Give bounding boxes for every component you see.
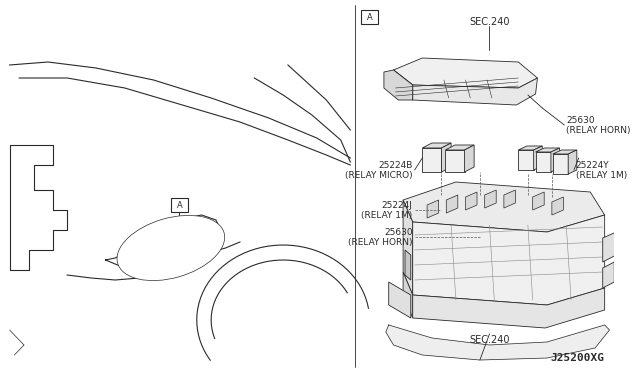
Bar [171, 198, 188, 212]
Text: (RELAY 1M): (RELAY 1M) [576, 170, 627, 180]
Text: J25200XG: J25200XG [550, 353, 605, 363]
Polygon shape [422, 143, 451, 148]
Polygon shape [394, 70, 413, 100]
Polygon shape [553, 154, 568, 174]
Polygon shape [422, 148, 442, 172]
Text: (RELAY MICRO): (RELAY MICRO) [345, 170, 413, 180]
Polygon shape [445, 145, 474, 150]
Polygon shape [175, 220, 187, 241]
Polygon shape [442, 143, 451, 172]
Polygon shape [200, 244, 206, 255]
Polygon shape [175, 230, 216, 256]
Polygon shape [532, 192, 544, 210]
Polygon shape [536, 148, 559, 152]
Polygon shape [175, 243, 216, 256]
Polygon shape [603, 262, 614, 288]
Polygon shape [445, 150, 465, 172]
Polygon shape [568, 150, 577, 174]
Polygon shape [518, 146, 542, 150]
Text: (RELAY 1M): (RELAY 1M) [362, 211, 413, 219]
Polygon shape [551, 148, 559, 172]
Text: A: A [177, 201, 182, 209]
Text: 25224Y: 25224Y [576, 160, 609, 170]
Polygon shape [465, 192, 477, 210]
Polygon shape [413, 215, 605, 305]
Polygon shape [403, 182, 605, 232]
Polygon shape [405, 250, 411, 280]
Bar [361, 10, 378, 24]
Text: 25630: 25630 [384, 228, 413, 237]
Polygon shape [384, 70, 413, 100]
Polygon shape [603, 232, 616, 262]
Polygon shape [552, 197, 563, 215]
Polygon shape [394, 58, 538, 88]
Text: SEC.240: SEC.240 [469, 17, 509, 27]
Text: 25224J: 25224J [382, 201, 413, 209]
Polygon shape [427, 200, 438, 218]
Polygon shape [484, 190, 496, 208]
Ellipse shape [117, 215, 225, 280]
Polygon shape [388, 282, 411, 318]
Polygon shape [518, 150, 534, 170]
Polygon shape [190, 245, 196, 256]
Polygon shape [446, 195, 458, 213]
Polygon shape [403, 200, 413, 295]
Polygon shape [465, 145, 474, 172]
Polygon shape [534, 146, 542, 170]
Text: A: A [367, 13, 372, 22]
Polygon shape [180, 241, 187, 252]
Polygon shape [413, 288, 605, 328]
Polygon shape [553, 150, 577, 154]
Polygon shape [386, 325, 609, 360]
Text: (RELAY HORN): (RELAY HORN) [348, 237, 413, 247]
Text: 25224B: 25224B [378, 160, 413, 170]
Polygon shape [413, 78, 538, 105]
Text: (RELAY HORN): (RELAY HORN) [566, 125, 631, 135]
Text: 25630: 25630 [566, 115, 595, 125]
Polygon shape [403, 272, 413, 318]
Text: SEC.240: SEC.240 [469, 335, 509, 345]
Polygon shape [536, 152, 551, 172]
Polygon shape [504, 190, 515, 208]
Polygon shape [209, 239, 216, 250]
